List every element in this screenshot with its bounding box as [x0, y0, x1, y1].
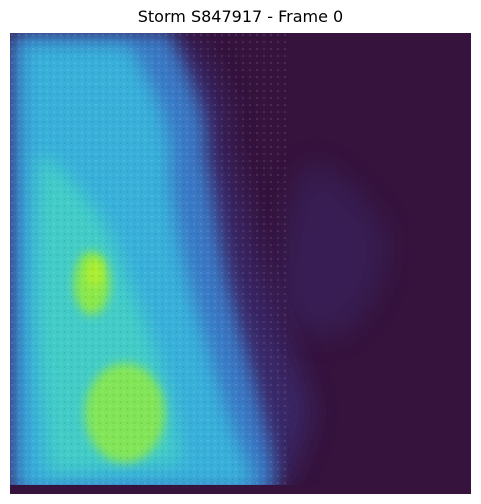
storm-intensity-image — [10, 33, 471, 494]
speckle-texture — [10, 33, 290, 494]
figure-title: Storm S847917 - Frame 0 — [137, 7, 344, 26]
right-faint-echo — [275, 163, 386, 336]
bottom-edge-strip — [10, 485, 471, 494]
